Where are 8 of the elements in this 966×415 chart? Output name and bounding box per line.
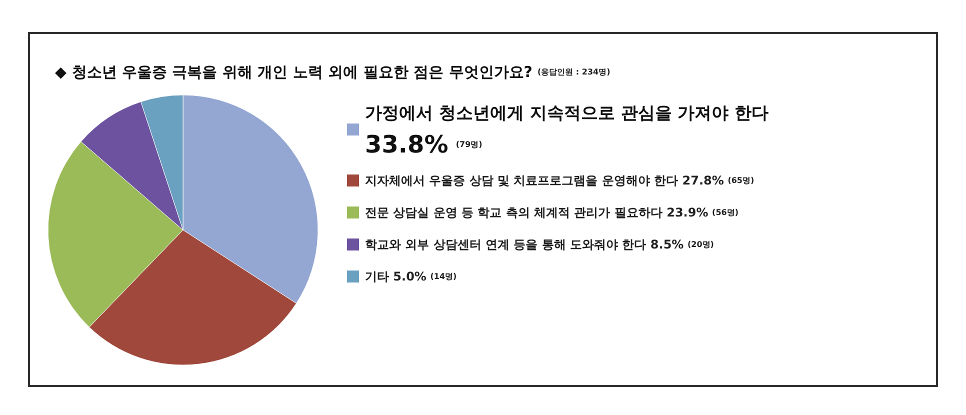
legend-label: 학교와 외부 상담센터 연계 등을 통해 도와줘야 한다 8.5% (20명) bbox=[365, 238, 714, 252]
chart-title: ◆ 청소년 우울증 극복을 위해 개인 노력 외에 필요한 점은 무엇인가요? bbox=[55, 63, 532, 81]
legend-label: 기타 5.0% (14명) bbox=[365, 270, 457, 284]
chart-subtitle: (응답인원 : 234명) bbox=[537, 68, 610, 76]
legend-label: 전문 상담실 운영 등 학교 측의 체계적 관리가 필요하다 23.9% (56명) bbox=[365, 206, 738, 220]
slice-label: 가정에서 청소년에게 지속적으로 관심을 가져야 한다 bbox=[365, 104, 769, 124]
legend-label: 지자체에서 우울증 상담 및 치료프로그램을 운영해야 한다 27.8% (65명) bbox=[365, 174, 754, 188]
data-label: 33.8% (79명) bbox=[365, 130, 482, 158]
